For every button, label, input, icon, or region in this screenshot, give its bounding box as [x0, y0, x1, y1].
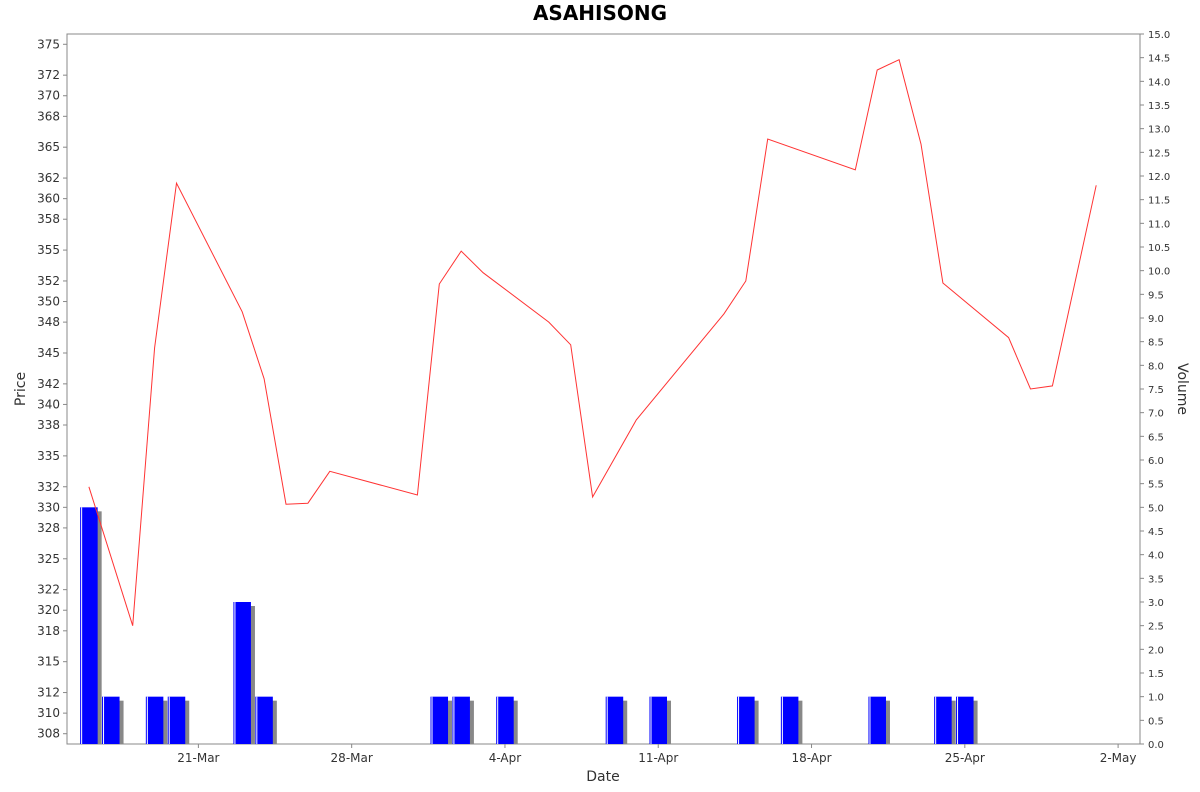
price-tick-label: 335: [37, 449, 60, 463]
price-tick-label: 352: [37, 274, 60, 288]
volume-bar: [233, 602, 251, 744]
x-axis-label: Date: [586, 769, 619, 785]
volume-bars: [80, 507, 978, 744]
date-tick-label: 28-Mar: [331, 751, 373, 765]
price-tick-label: 338: [37, 418, 60, 432]
volume-tick-label: 0.5: [1148, 716, 1164, 727]
volume-tick-label: 5.0: [1148, 503, 1164, 514]
volume-tick-label: 11.0: [1148, 219, 1170, 230]
volume-bar: [167, 696, 186, 744]
volume-bar: [868, 696, 886, 744]
price-tick-label: 350: [37, 295, 60, 309]
volume-bar: [255, 696, 273, 744]
y-axis-label: Price: [13, 372, 29, 406]
volume-bar: [956, 696, 974, 744]
y2-axis-label: Volume: [1174, 363, 1190, 415]
volume-tick-label: 1.0: [1148, 693, 1164, 704]
price-tick-label: 332: [37, 480, 60, 494]
chart-title: ASAHISONG: [533, 1, 667, 25]
price-line-layer: [88, 58, 1097, 626]
volume-tick-label: 2.0: [1148, 645, 1164, 656]
volume-tick-label: 3.0: [1148, 598, 1164, 609]
volume-tick-label: 8.5: [1148, 338, 1164, 349]
volume-tick-label: 1.5: [1148, 669, 1164, 680]
price-tick-label: 318: [37, 624, 60, 638]
volume-tick-label: 9.0: [1148, 314, 1164, 325]
volume-tick-label: 5.5: [1148, 480, 1164, 491]
volume-axis: 0.0 0.5 1.0 1.5 2.0 2.5 3.0 3.5 4.0 4.5 5.0 5.5 6.0 6…: [1140, 30, 1170, 751]
volume-tick-label: 14.0: [1148, 77, 1170, 88]
price-tick-label: 308: [37, 727, 60, 741]
volume-tick-label: 4.0: [1148, 551, 1164, 562]
price-tick-label: 330: [37, 500, 60, 514]
price-tick-label: 320: [37, 603, 60, 617]
price-tick-label: 360: [37, 192, 60, 206]
price-tick-label: 315: [37, 655, 60, 669]
price-tick-label: 370: [37, 89, 60, 103]
price-tick-label: 328: [37, 521, 60, 535]
date-tick-label: 4-Apr: [489, 751, 522, 765]
date-tick-label: 2-May: [1100, 751, 1137, 765]
volume-tick-label: 9.5: [1148, 290, 1164, 301]
price-tick-label: 372: [37, 68, 60, 82]
volume-tick-label: 8.0: [1148, 361, 1164, 372]
price-tick-label: 355: [37, 243, 60, 257]
date-tick-label: 18-Apr: [791, 751, 831, 765]
volume-bar: [452, 696, 470, 744]
volume-tick-label: 11.5: [1148, 196, 1170, 207]
date-tick-label: 21-Mar: [177, 751, 219, 765]
volume-tick-label: 15.0: [1148, 30, 1170, 41]
price-line: [88, 58, 1097, 626]
volume-bar: [496, 696, 514, 744]
volume-bar: [605, 696, 624, 744]
volume-tick-label: 7.0: [1148, 409, 1164, 420]
volume-tick-label: 13.0: [1148, 125, 1170, 136]
volume-bar: [102, 696, 120, 744]
volume-bar: [430, 696, 449, 744]
volume-tick-label: 14.5: [1148, 54, 1170, 65]
price-axis: 308 310 312 315 318 320 322 325 328 330 332 335 338 3…: [37, 37, 67, 741]
volume-bar: [737, 696, 755, 744]
price-tick-label: 325: [37, 552, 60, 566]
volume-tick-label: 7.5: [1148, 385, 1164, 396]
price-tick-label: 312: [37, 686, 60, 700]
price-tick-label: 322: [37, 583, 60, 597]
volume-tick-label: 6.0: [1148, 456, 1164, 467]
volume-bar: [934, 696, 952, 744]
date-axis: 21-Mar 28-Mar 4-Apr 11-Apr 18-Apr 25-Apr 2-May: [177, 744, 1136, 765]
volume-bar: [649, 696, 668, 744]
price-tick-label: 310: [37, 706, 60, 720]
volume-tick-label: 12.5: [1148, 148, 1170, 159]
volume-tick-label: 12.0: [1148, 172, 1170, 183]
volume-tick-label: 2.5: [1148, 622, 1164, 633]
date-tick-label: 11-Apr: [638, 751, 678, 765]
volume-tick-label: 4.5: [1148, 527, 1164, 538]
volume-tick-label: 0.0: [1148, 740, 1164, 751]
price-tick-label: 368: [37, 109, 60, 123]
volume-bar: [80, 507, 98, 744]
volume-tick-label: 13.5: [1148, 101, 1170, 112]
price-tick-label: 345: [37, 346, 60, 360]
volume-tick-label: 3.5: [1148, 574, 1164, 585]
volume-bar: [780, 696, 799, 744]
volume-tick-label: 10.5: [1148, 243, 1170, 254]
price-tick-label: 358: [37, 212, 60, 226]
price-tick-label: 340: [37, 397, 60, 411]
date-tick-label: 25-Apr: [945, 751, 985, 765]
volume-tick-label: 10.0: [1148, 267, 1170, 278]
price-tick-label: 362: [37, 171, 60, 185]
price-tick-label: 348: [37, 315, 60, 329]
price-tick-label: 375: [37, 37, 60, 51]
volume-tick-label: 6.5: [1148, 432, 1164, 443]
price-tick-label: 365: [37, 140, 60, 154]
price-tick-label: 342: [37, 377, 60, 391]
volume-bar: [145, 696, 164, 744]
plot-area: [66, 33, 1141, 745]
